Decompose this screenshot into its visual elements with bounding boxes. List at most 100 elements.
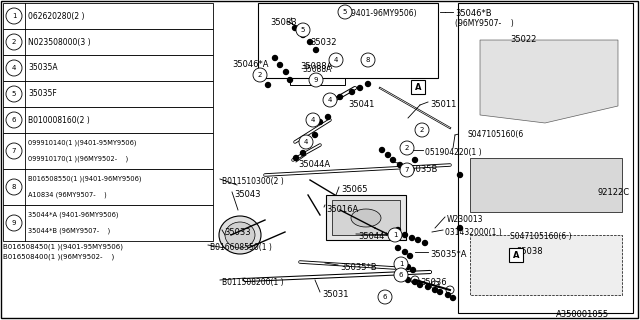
Circle shape — [329, 53, 343, 67]
Circle shape — [422, 241, 428, 245]
Circle shape — [426, 284, 431, 290]
Circle shape — [400, 141, 414, 155]
Circle shape — [6, 143, 22, 159]
Circle shape — [326, 115, 330, 119]
Circle shape — [431, 281, 439, 289]
Bar — [3, 169, 213, 205]
Text: W230013: W230013 — [447, 215, 483, 224]
Text: S047105160(6 ): S047105160(6 ) — [510, 232, 572, 241]
Circle shape — [6, 8, 22, 24]
Circle shape — [294, 156, 298, 161]
Text: 8: 8 — [365, 57, 371, 63]
Circle shape — [6, 215, 22, 231]
Polygon shape — [468, 35, 625, 130]
Circle shape — [299, 135, 313, 149]
Circle shape — [451, 295, 456, 300]
Text: 7: 7 — [12, 148, 16, 154]
Text: 35035A: 35035A — [28, 63, 58, 73]
Text: 35038: 35038 — [516, 247, 543, 256]
Text: 35032: 35032 — [310, 38, 337, 47]
Text: 35044A: 35044A — [298, 160, 330, 169]
Circle shape — [296, 23, 310, 37]
Ellipse shape — [219, 216, 261, 254]
Circle shape — [413, 157, 417, 163]
Circle shape — [287, 77, 292, 83]
Circle shape — [338, 5, 352, 19]
Text: 35083: 35083 — [270, 18, 296, 27]
Circle shape — [408, 253, 413, 259]
Text: 1: 1 — [393, 232, 397, 238]
Bar — [411, 80, 425, 94]
Circle shape — [445, 292, 451, 298]
Circle shape — [358, 85, 362, 91]
Text: 031432000(1 ): 031432000(1 ) — [445, 228, 502, 237]
Text: 4: 4 — [12, 65, 16, 71]
Text: 8: 8 — [12, 184, 16, 190]
Circle shape — [438, 290, 442, 294]
Text: A: A — [513, 251, 519, 260]
Circle shape — [406, 265, 410, 269]
Circle shape — [399, 260, 404, 266]
Text: 051904220(1 ): 051904220(1 ) — [425, 148, 482, 157]
Circle shape — [253, 68, 267, 82]
Circle shape — [385, 153, 390, 157]
Bar — [3, 205, 213, 241]
Text: 35043: 35043 — [234, 190, 260, 199]
Circle shape — [301, 150, 305, 156]
Text: B010008160(2 ): B010008160(2 ) — [28, 116, 90, 124]
Text: 2: 2 — [405, 145, 409, 151]
Text: B016508550(1 )(9401-96MY9506): B016508550(1 )(9401-96MY9506) — [28, 176, 141, 182]
Bar — [462, 228, 630, 303]
Text: B011508200(1 ): B011508200(1 ) — [222, 278, 284, 287]
Circle shape — [403, 250, 408, 254]
Circle shape — [380, 148, 385, 153]
Circle shape — [415, 123, 429, 137]
Ellipse shape — [351, 209, 381, 227]
Circle shape — [273, 55, 278, 60]
Circle shape — [394, 268, 408, 282]
Circle shape — [266, 83, 271, 87]
Text: 1: 1 — [399, 261, 403, 267]
Text: B011510300(2 ): B011510300(2 ) — [222, 177, 284, 186]
Circle shape — [284, 69, 289, 75]
Circle shape — [314, 47, 319, 52]
Bar — [458, 3, 633, 313]
Circle shape — [365, 82, 371, 86]
Circle shape — [349, 90, 355, 94]
Text: 35044*A (9401-96MY9506): 35044*A (9401-96MY9506) — [28, 212, 118, 218]
Text: 35035F: 35035F — [28, 90, 57, 99]
Text: 35011: 35011 — [430, 100, 456, 109]
Circle shape — [307, 39, 312, 44]
Text: 9: 9 — [314, 77, 318, 83]
Circle shape — [406, 277, 410, 283]
Circle shape — [400, 163, 414, 177]
Text: S047105160(6: S047105160(6 — [468, 130, 524, 139]
Circle shape — [388, 228, 402, 242]
Circle shape — [6, 60, 22, 76]
Circle shape — [6, 86, 22, 102]
Text: B016508450(1 )(9401-95MY9506): B016508450(1 )(9401-95MY9506) — [3, 244, 123, 251]
Circle shape — [305, 138, 310, 142]
Text: B016608550(1 ): B016608550(1 ) — [210, 243, 272, 252]
Ellipse shape — [525, 10, 535, 26]
Text: 35046*B: 35046*B — [455, 9, 492, 18]
Text: 35044*A: 35044*A — [358, 232, 394, 241]
Text: 2: 2 — [420, 127, 424, 133]
Text: 6: 6 — [399, 272, 403, 278]
Text: (9401-96MY9506): (9401-96MY9506) — [348, 9, 417, 18]
Circle shape — [415, 237, 420, 243]
Circle shape — [397, 276, 403, 281]
Text: 35046*A: 35046*A — [232, 60, 269, 69]
Text: 35041: 35041 — [348, 100, 374, 109]
Circle shape — [278, 62, 282, 68]
Text: A350001055: A350001055 — [556, 310, 609, 319]
Bar — [3, 3, 213, 29]
Text: 35044*B (96MY9507-    ): 35044*B (96MY9507- ) — [28, 228, 110, 234]
Circle shape — [309, 73, 323, 87]
Text: 35035B: 35035B — [405, 165, 437, 174]
Circle shape — [396, 245, 401, 251]
Circle shape — [396, 228, 401, 233]
Text: 35088A: 35088A — [302, 66, 332, 75]
Text: 6: 6 — [383, 294, 387, 300]
Text: 099910170(1 )(96MY9502-    ): 099910170(1 )(96MY9502- ) — [28, 156, 128, 162]
